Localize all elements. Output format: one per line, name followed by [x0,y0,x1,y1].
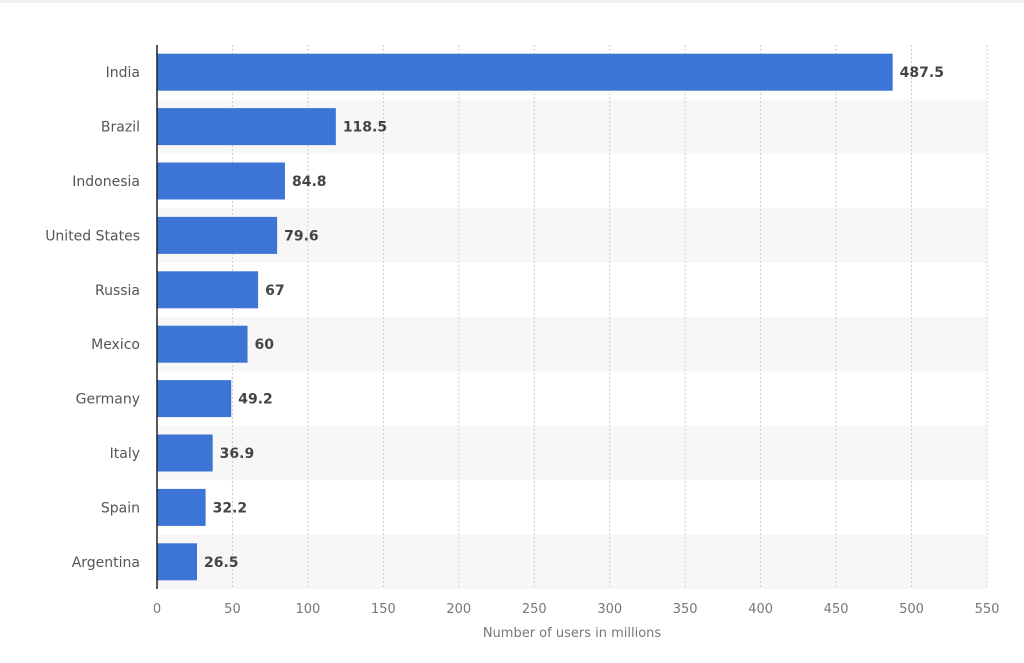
x-tick-label: 150 [371,602,396,617]
x-tick-label: 250 [522,602,547,617]
x-tick-label: 50 [224,602,241,617]
bar [157,543,197,581]
x-tick-label: 100 [295,602,320,617]
data-label: 67 [265,283,284,299]
data-label: 36.9 [220,446,255,462]
category-label: Germany [76,392,140,408]
data-label: 49.2 [238,392,273,408]
x-tick-label: 550 [975,602,1000,617]
x-axis-label: Number of users in millions [483,626,662,641]
row-band [157,317,987,372]
x-tick-label: 400 [748,602,773,617]
bar [157,108,336,146]
category-label: Brazil [101,120,140,136]
bar [157,380,232,418]
x-tick-label: 450 [824,602,849,617]
bar [157,53,893,91]
bar [157,216,278,254]
category-label: Italy [110,446,140,462]
row-band [157,208,987,263]
data-label: 84.8 [292,174,327,190]
bar [157,162,285,200]
data-label: 32.2 [213,500,248,516]
category-label: India [106,65,140,81]
data-label: 26.5 [204,555,239,571]
x-tick-label: 500 [899,602,924,617]
category-label: United States [45,228,140,244]
data-label: 60 [255,337,275,353]
row-band [157,425,987,481]
category-label: Spain [101,500,140,516]
category-label: Argentina [72,555,140,571]
x-tick-label: 0 [153,602,161,617]
top-border [0,0,1024,3]
data-label: 118.5 [343,120,387,136]
bar [157,271,259,309]
x-tick-label: 300 [597,602,622,617]
row-band [157,534,987,589]
category-label: Indonesia [72,174,140,190]
category-label: Mexico [91,337,140,353]
data-label: 487.5 [900,65,944,81]
x-tick-label: 200 [446,602,471,617]
x-tick-label: 350 [673,602,698,617]
bar [157,488,206,526]
bar [157,434,213,472]
category-label: Russia [95,283,140,299]
data-label: 79.6 [284,228,319,244]
bar [157,325,248,363]
